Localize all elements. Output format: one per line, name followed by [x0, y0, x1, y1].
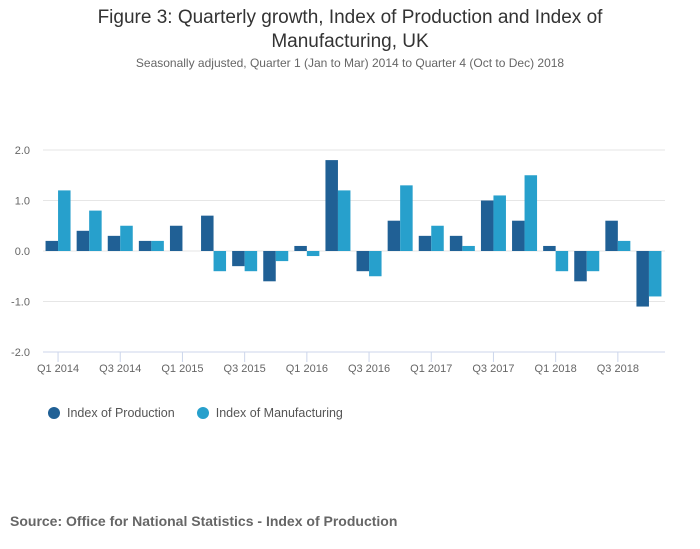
bar-index-of-production-q2-2018[interactable]	[574, 251, 587, 282]
y-tick-label: -2.0	[11, 347, 30, 359]
bar-index-of-production-q2-2014[interactable]	[76, 230, 90, 251]
bar-index-of-production-q4-2018[interactable]	[636, 251, 649, 307]
x-tick-label: Q3 2016	[348, 363, 390, 375]
source-note: Source: Office for National Statistics -…	[10, 513, 398, 529]
bar-index-of-manufacturing-q3-2015[interactable]	[244, 251, 258, 272]
bar-index-of-production-q1-2017[interactable]	[418, 235, 432, 251]
chart-title-line1: Figure 3: Quarterly growth, Index of Pro…	[97, 7, 603, 28]
legend-item-index-of-production[interactable]: Index of Production	[48, 406, 175, 420]
y-tick-label: 1.0	[15, 196, 30, 208]
bar-index-of-manufacturing-q2-2018[interactable]	[586, 251, 600, 272]
gridlines	[43, 149, 665, 302]
bar-index-of-manufacturing-q4-2014[interactable]	[151, 240, 164, 251]
y-tick-label: 2.0	[15, 145, 30, 157]
bar-index-of-production-q3-2017[interactable]	[480, 200, 494, 252]
bar-index-of-manufacturing-q2-2015[interactable]	[213, 251, 227, 272]
legend-marker-index-of-production	[48, 407, 60, 419]
bar-index-of-production-q1-2018[interactable]	[543, 245, 556, 251]
x-tick-label: Q1 2015	[161, 363, 203, 375]
bar-index-of-production-q3-2016[interactable]	[356, 251, 370, 272]
bars	[45, 160, 662, 307]
x-tick-label: Q3 2017	[472, 363, 514, 375]
bar-index-of-production-q4-2016[interactable]	[387, 220, 401, 251]
chart-title-line2: Manufacturing, UK	[271, 31, 429, 52]
bar-index-of-production-q3-2018[interactable]	[605, 220, 618, 251]
bar-index-of-production-q1-2014[interactable]	[45, 240, 59, 251]
bar-index-of-production-q3-2015[interactable]	[232, 251, 245, 267]
x-tick-label: Q1 2014	[37, 363, 79, 375]
chart-title: Figure 3: Quarterly growth, Index of Pro…	[0, 6, 700, 54]
x-tick-label: Q1 2018	[535, 363, 577, 375]
bar-index-of-manufacturing-q4-2018[interactable]	[648, 251, 662, 297]
bar-index-of-manufacturing-q2-2016[interactable]	[337, 190, 351, 251]
bar-index-of-manufacturing-q1-2018[interactable]	[555, 251, 569, 272]
y-tick-label: 0.0	[15, 246, 30, 258]
bar-index-of-manufacturing-q4-2015[interactable]	[275, 251, 289, 262]
bar-index-of-manufacturing-q3-2014[interactable]	[120, 225, 133, 251]
bar-index-of-production-q4-2014[interactable]	[138, 240, 152, 251]
legend-marker-index-of-manufacturing	[196, 407, 209, 419]
bar-index-of-production-q1-2015[interactable]	[169, 225, 183, 251]
legend-label: Index of Production	[67, 406, 175, 420]
bar-index-of-manufacturing-q4-2016[interactable]	[400, 185, 413, 251]
x-tick-label: Q3 2015	[224, 363, 266, 375]
bar-index-of-manufacturing-q1-2016[interactable]	[306, 251, 320, 257]
bar-index-of-manufacturing-q4-2017[interactable]	[524, 175, 538, 251]
legend-item-index-of-manufacturing[interactable]: Index of Manufacturing	[196, 406, 343, 420]
x-tick-label: Q3 2014	[99, 363, 141, 375]
legend-label: Index of Manufacturing	[215, 406, 343, 420]
bar-index-of-manufacturing-q3-2018[interactable]	[617, 240, 631, 251]
bar-index-of-production-q2-2015[interactable]	[201, 215, 214, 251]
y-axis: 2.0 1.0 0.0 -1.0 -2.0	[11, 145, 30, 359]
chart-subtitle: Seasonally adjusted, Quarter 1 (Jan to M…	[135, 56, 565, 70]
x-tick-label: Q1 2016	[286, 363, 328, 375]
bar-index-of-production-q2-2016[interactable]	[325, 160, 338, 251]
bar-index-of-production-q1-2016[interactable]	[294, 245, 307, 251]
bar-index-of-manufacturing-q2-2017[interactable]	[462, 245, 475, 251]
x-tick-label: Q3 2018	[597, 363, 639, 375]
bar-index-of-manufacturing-q2-2014[interactable]	[89, 210, 102, 251]
bar-index-of-production-q4-2017[interactable]	[512, 220, 525, 251]
legend: Index of Production Index of Manufacturi…	[48, 406, 343, 420]
bar-index-of-production-q2-2017[interactable]	[449, 235, 463, 251]
x-tick-label: Q1 2017	[410, 363, 452, 375]
bar-index-of-production-q4-2015[interactable]	[263, 251, 276, 282]
bar-index-of-manufacturing-q3-2017[interactable]	[493, 195, 506, 251]
x-axis: Q1 2014 Q3 2014 Q1 2015 Q3 2015 Q1 2016 Q3 20…	[37, 351, 665, 375]
y-tick-label: -1.0	[11, 297, 30, 309]
bar-index-of-production-q3-2014[interactable]	[107, 235, 121, 251]
bar-index-of-manufacturing-q1-2014[interactable]	[58, 190, 71, 251]
bar-index-of-manufacturing-q1-2017[interactable]	[431, 225, 444, 251]
bar-index-of-manufacturing-q3-2016[interactable]	[369, 251, 382, 277]
